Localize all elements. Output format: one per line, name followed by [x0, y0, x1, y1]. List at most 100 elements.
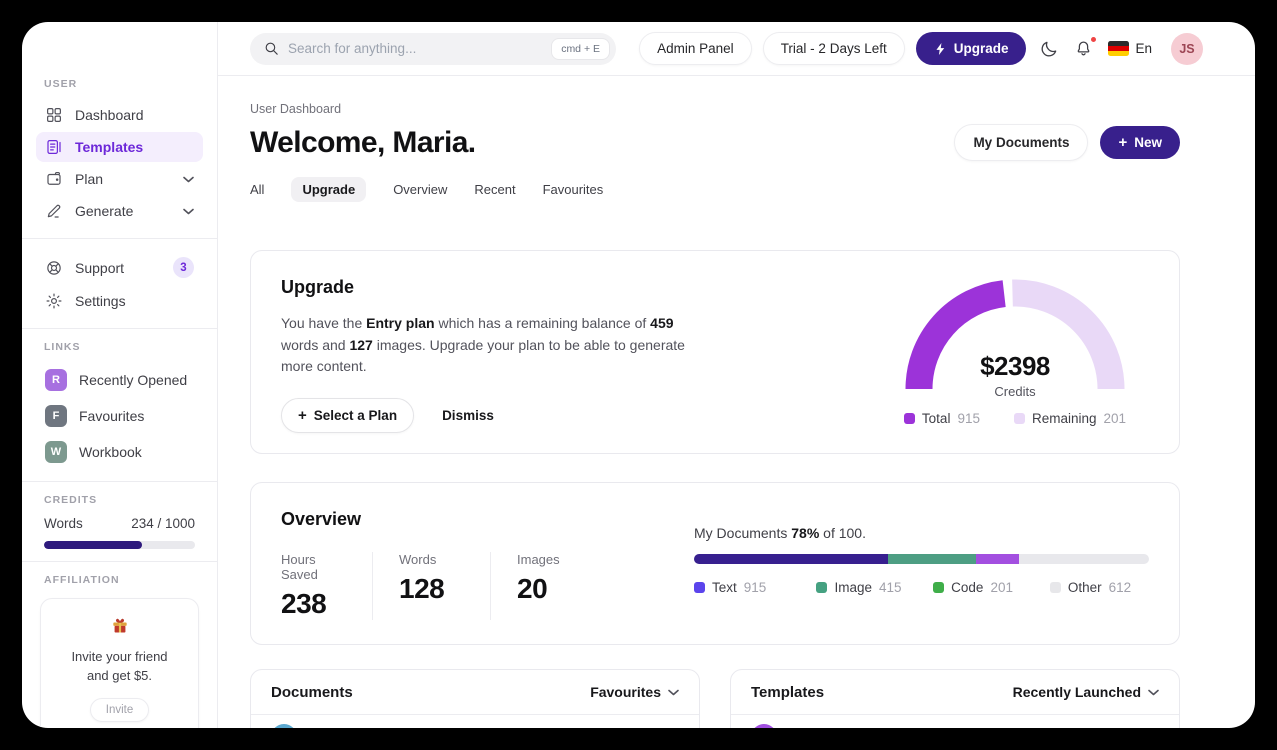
select-plan-button[interactable]: + Select a Plan	[281, 398, 415, 434]
link-initial-badge: F	[45, 405, 67, 427]
support-count-badge: 3	[173, 257, 194, 278]
lightning-bolt-icon	[936, 42, 944, 55]
bar-segment-code	[976, 554, 1020, 565]
sidebar: USER Dashboard Templates Plan Generate S…	[22, 22, 218, 728]
credits-words-row: Words 234 / 1000	[44, 516, 195, 531]
tab-upgrade[interactable]: Upgrade	[291, 177, 367, 202]
sidebar-item-label: Templates	[75, 139, 144, 155]
my-documents-button[interactable]: My Documents	[954, 124, 1089, 161]
admin-panel-button[interactable]: Admin Panel	[639, 32, 752, 65]
gift-icon	[112, 618, 127, 633]
notifications-button[interactable]	[1072, 36, 1098, 60]
sidebar-item-label: Settings	[75, 293, 126, 309]
germany-flag-icon	[1108, 41, 1130, 56]
legend-swatch	[933, 582, 945, 594]
user-avatar[interactable]: JS	[1171, 32, 1203, 65]
stat-images: Images 20	[517, 552, 560, 605]
new-button[interactable]: + New	[1100, 126, 1180, 159]
upgrade-card-title: Upgrade	[281, 277, 355, 297]
sidebar-divider	[22, 481, 217, 482]
legend-item-remaining: Remaining 201	[1013, 411, 1126, 426]
sidebar-section-links: LINKS	[44, 341, 81, 353]
stacked-bar-legend: Text 915 Image 415 Code 201	[694, 580, 1149, 595]
main-area: cmd + E Admin Panel Trial - 2 Days Left …	[218, 22, 1255, 728]
plus-icon: +	[1118, 134, 1128, 151]
chevron-down-icon	[183, 176, 194, 182]
documents-progress-title: My Documents 78% of 100.	[694, 525, 866, 542]
document-list-item[interactable]: Untitled Document in Workbook	[251, 715, 699, 728]
link-initial-badge: W	[45, 441, 67, 463]
templates-filter-dropdown[interactable]: Recently Launched	[1013, 684, 1159, 700]
dismiss-button[interactable]: Dismiss	[442, 408, 494, 424]
filter-tabs: All Upgrade Overview Recent Favourites	[250, 177, 1180, 202]
sidebar-item-support[interactable]: Support 3	[36, 251, 203, 284]
search-bar[interactable]: cmd + E	[250, 32, 616, 65]
topbar: cmd + E Admin Panel Trial - 2 Days Left …	[218, 22, 1255, 76]
bar-segment-text	[694, 554, 889, 565]
overview-stats: Hours Saved 238 Words 128 Images 20	[281, 552, 621, 621]
sidebar-link-workbook[interactable]: W Workbook	[36, 435, 203, 469]
templates-card-header: Templates Recently Launched	[731, 670, 1179, 716]
search-shortcut-badge: cmd + E	[551, 37, 610, 60]
sidebar-link-label: Recently Opened	[79, 372, 188, 388]
documents-card: Documents Favourites Untitled Document i…	[250, 669, 700, 728]
tab-overview[interactable]: Overview	[393, 182, 448, 197]
trial-status-button[interactable]: Trial - 2 Days Left	[762, 32, 905, 65]
sidebar-item-templates[interactable]: Templates	[36, 132, 203, 162]
sidebar-item-label: Support	[75, 259, 125, 276]
sidebar-item-label: Generate	[75, 203, 134, 219]
credits-gauge: $2398 Credits	[900, 277, 1130, 399]
title-actions: My Documents + New	[954, 124, 1180, 161]
sidebar-item-settings[interactable]: Settings	[36, 286, 203, 316]
template-avatar	[751, 724, 777, 728]
stat-hours-saved: Hours Saved 238	[281, 552, 373, 621]
language-selector[interactable]: En	[1106, 39, 1154, 58]
gauge-caption: Credits	[994, 384, 1036, 399]
templates-card: Templates Recently Launched Blog Post Ti…	[730, 669, 1180, 728]
sidebar-item-generate[interactable]: Generate	[36, 196, 203, 226]
legend-swatch	[1049, 582, 1061, 594]
search-input[interactable]	[288, 41, 544, 56]
half-donut-chart	[905, 279, 1125, 390]
sidebar-divider	[22, 328, 217, 329]
page-title: Welcome, Maria.	[250, 125, 476, 159]
template-list-item[interactable]: Blog Post Title in Workbook	[731, 715, 1179, 728]
legend-item-other: Other 612	[1049, 580, 1149, 595]
sidebar-item-plan[interactable]: Plan	[36, 164, 203, 194]
credits-value: 234 / 1000	[131, 516, 195, 531]
sidebar-section-user: USER	[44, 78, 78, 90]
stat-words: Words 128	[399, 552, 491, 621]
invite-button[interactable]: Invite	[89, 697, 150, 722]
tab-favourites[interactable]: Favourites	[542, 182, 604, 197]
bar-segment-image	[888, 554, 977, 565]
sidebar-section-credits: CREDITS	[44, 494, 98, 506]
wallet-icon	[47, 171, 61, 185]
tab-recent[interactable]: Recent	[474, 182, 516, 197]
sidebar-link-recently-opened[interactable]: R Recently Opened	[36, 363, 203, 397]
templates-card-title: Templates	[751, 683, 825, 701]
link-initial-badge: R	[45, 369, 67, 391]
title-row: Welcome, Maria. My Documents + New	[250, 124, 1180, 161]
upgrade-card-left: Upgrade You have the Entry plan which ha…	[281, 277, 701, 434]
bottom-cards-row: Documents Favourites Untitled Document i…	[250, 669, 1180, 728]
gauge-legend: Total 915 Remaining 201	[889, 411, 1141, 426]
sidebar-section-affiliation: AFFILIATION	[44, 574, 120, 586]
legend-item-text: Text 915	[694, 580, 816, 595]
sidebar-item-dashboard[interactable]: Dashboard	[36, 100, 203, 130]
upgrade-button[interactable]: Upgrade	[915, 32, 1027, 65]
tab-all[interactable]: All	[250, 182, 265, 197]
chevron-down-icon	[668, 689, 679, 695]
documents-stacked-bar	[694, 554, 1149, 565]
sidebar-link-favourites[interactable]: F Favourites	[36, 399, 203, 433]
affiliation-text: Invite your friend and get $5.	[71, 649, 168, 683]
overview-card: Overview Hours Saved 238 Words 128 Image…	[250, 482, 1180, 646]
moon-icon	[1042, 41, 1057, 56]
dark-mode-toggle[interactable]	[1037, 37, 1061, 61]
documents-filter-dropdown[interactable]: Favourites	[590, 684, 679, 700]
chevron-down-icon	[183, 208, 194, 214]
pencil-icon	[47, 204, 61, 218]
gear-icon	[46, 293, 62, 309]
notification-dot	[1090, 36, 1098, 43]
legend-swatch	[694, 582, 705, 594]
upgrade-card: Upgrade You have the Entry plan which ha…	[250, 250, 1180, 455]
